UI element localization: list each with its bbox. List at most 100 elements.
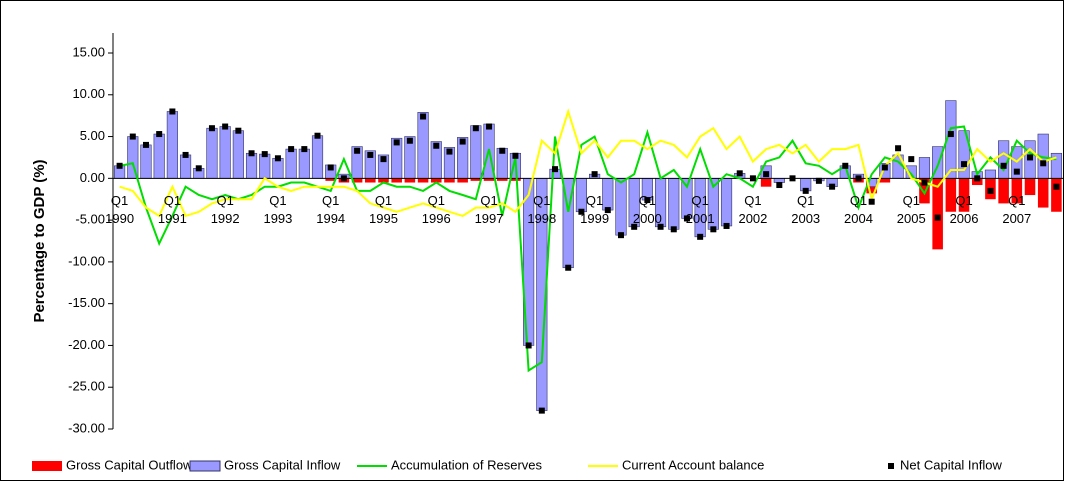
y-tick-label: -20.00	[68, 337, 105, 352]
point	[815, 177, 822, 184]
point	[116, 162, 123, 169]
point	[565, 264, 572, 271]
bar	[206, 127, 218, 179]
bar	[1024, 178, 1036, 196]
point	[222, 123, 229, 130]
point	[156, 131, 163, 138]
bar	[919, 178, 930, 204]
point	[169, 108, 176, 115]
x-tick-label: Q1	[691, 193, 708, 208]
bar	[668, 178, 680, 230]
legend-label: Current Account balance	[622, 457, 764, 472]
legend-label: Gross Capital Inflow	[224, 457, 341, 472]
bar	[470, 125, 482, 179]
point	[195, 165, 202, 172]
bar	[879, 178, 891, 183]
legend-swatch	[32, 461, 62, 471]
point	[617, 232, 624, 239]
point	[1000, 162, 1007, 169]
point	[604, 207, 611, 214]
point	[710, 226, 717, 233]
point	[354, 147, 361, 154]
bar	[325, 178, 336, 181]
bar	[166, 111, 178, 179]
bar	[773, 178, 785, 183]
x-year-label: 2005	[897, 211, 926, 226]
bar	[470, 178, 482, 181]
x-tick-label: Q1	[639, 193, 656, 208]
bar	[720, 178, 733, 227]
point	[367, 151, 374, 158]
point	[525, 342, 532, 349]
bar	[1011, 178, 1023, 204]
bar	[971, 178, 983, 186]
point	[472, 125, 479, 132]
x-tick-label: Q1	[797, 193, 814, 208]
bar	[510, 178, 521, 181]
point	[274, 155, 281, 162]
bar	[483, 178, 495, 181]
point	[420, 113, 427, 120]
point	[288, 146, 295, 153]
bar	[417, 112, 429, 179]
bar	[1037, 178, 1049, 208]
point	[683, 215, 690, 222]
line-series	[119, 125, 1057, 373]
point	[129, 133, 136, 140]
x-tick-label: Q1	[850, 193, 867, 208]
point	[459, 138, 466, 145]
point	[829, 183, 836, 190]
point	[591, 171, 598, 178]
bar	[311, 135, 324, 179]
point	[261, 151, 268, 158]
x-year-label: 2006	[950, 211, 979, 226]
x-tick-label: Q1	[375, 193, 392, 208]
legend-swatch	[888, 463, 894, 469]
bar	[760, 178, 772, 187]
point	[670, 226, 677, 233]
legend-swatch	[189, 460, 221, 472]
point	[802, 187, 809, 194]
x-year-label: 2002	[738, 211, 767, 226]
bar	[430, 178, 442, 183]
bar	[179, 154, 192, 179]
point	[868, 198, 875, 205]
point	[934, 214, 941, 221]
point	[657, 223, 664, 230]
x-year-label: 1995	[369, 211, 398, 226]
point	[947, 131, 954, 138]
point	[499, 147, 506, 154]
point	[723, 222, 730, 229]
bar	[404, 178, 416, 183]
bar	[984, 169, 997, 179]
x-year-label: 2003	[791, 211, 820, 226]
point	[921, 179, 928, 186]
point	[644, 197, 651, 204]
bar	[378, 178, 389, 183]
x-tick-label: Q1	[903, 193, 920, 208]
x-year-label: 1994	[316, 211, 345, 226]
point	[552, 166, 559, 173]
bar	[417, 178, 429, 183]
x-tick-label: Q1	[586, 193, 603, 208]
x-year-label: 2007	[1002, 211, 1031, 226]
y-tick-label: 0.00	[80, 170, 105, 185]
point	[697, 233, 704, 240]
bar	[259, 153, 271, 179]
point	[446, 148, 453, 155]
bar	[245, 152, 258, 179]
x-year-label: 1997	[475, 211, 504, 226]
bar	[351, 178, 363, 183]
x-year-label: 2004	[844, 211, 873, 226]
point	[578, 208, 585, 215]
x-tick-label: Q1	[480, 193, 497, 208]
x-tick-label: Q1	[111, 193, 128, 208]
point	[842, 162, 849, 169]
bar	[457, 178, 468, 183]
point	[248, 150, 255, 157]
y-tick-label: -10.00	[68, 253, 105, 268]
point	[301, 146, 308, 153]
bar	[272, 157, 284, 179]
point	[763, 171, 770, 178]
